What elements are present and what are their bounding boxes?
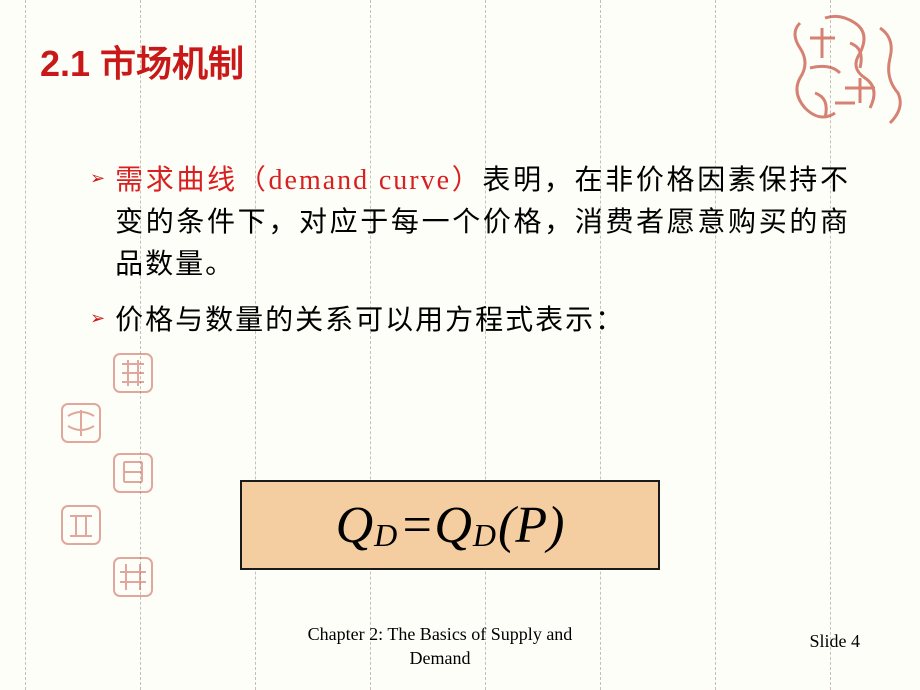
bullet-item-1: ➢ 需求曲线（demand curve）表明，在非价格因素保持不变的条件下，对应… — [90, 160, 850, 286]
bullet-icon: ➢ — [90, 168, 105, 189]
decorative-seal-top-right — [780, 8, 910, 138]
decorative-seal-left-1 — [110, 350, 156, 396]
formula-rhs-var: Q — [434, 496, 472, 555]
formula-lhs-sub: D — [374, 517, 397, 554]
bullet-rest-2: 价格与数量的关系可以用方程式表示： — [115, 305, 625, 336]
bullet-highlight-1: 需求曲线（demand curve） — [115, 165, 482, 196]
decorative-seal-left-3 — [110, 450, 156, 496]
formula-lhs-var: Q — [336, 496, 374, 555]
formula-eq: = — [399, 496, 434, 555]
bullet-text-2: 价格与数量的关系可以用方程式表示： — [115, 300, 625, 342]
decorative-seal-left-2 — [58, 400, 104, 446]
decorative-seal-left-5 — [110, 554, 156, 600]
body-content: ➢ 需求曲线（demand curve）表明，在非价格因素保持不变的条件下，对应… — [90, 160, 850, 356]
bullet-text-1: 需求曲线（demand curve）表明，在非价格因素保持不变的条件下，对应于每… — [115, 160, 850, 286]
formula-rhs-sub: D — [473, 517, 496, 554]
bullet-icon: ➢ — [90, 308, 105, 329]
footer-slide-number: Slide 4 — [809, 631, 860, 652]
formula-rhs-arg: (P) — [498, 496, 564, 555]
decorative-seal-left-4 — [58, 502, 104, 548]
footer-chapter: Chapter 2: The Basics of Supply and Dema… — [280, 623, 600, 670]
formula-box: QD = QD(P) — [240, 480, 660, 570]
slide-title: 2.1 市场机制 — [40, 35, 244, 87]
bullet-item-2: ➢ 价格与数量的关系可以用方程式表示： — [90, 300, 850, 342]
